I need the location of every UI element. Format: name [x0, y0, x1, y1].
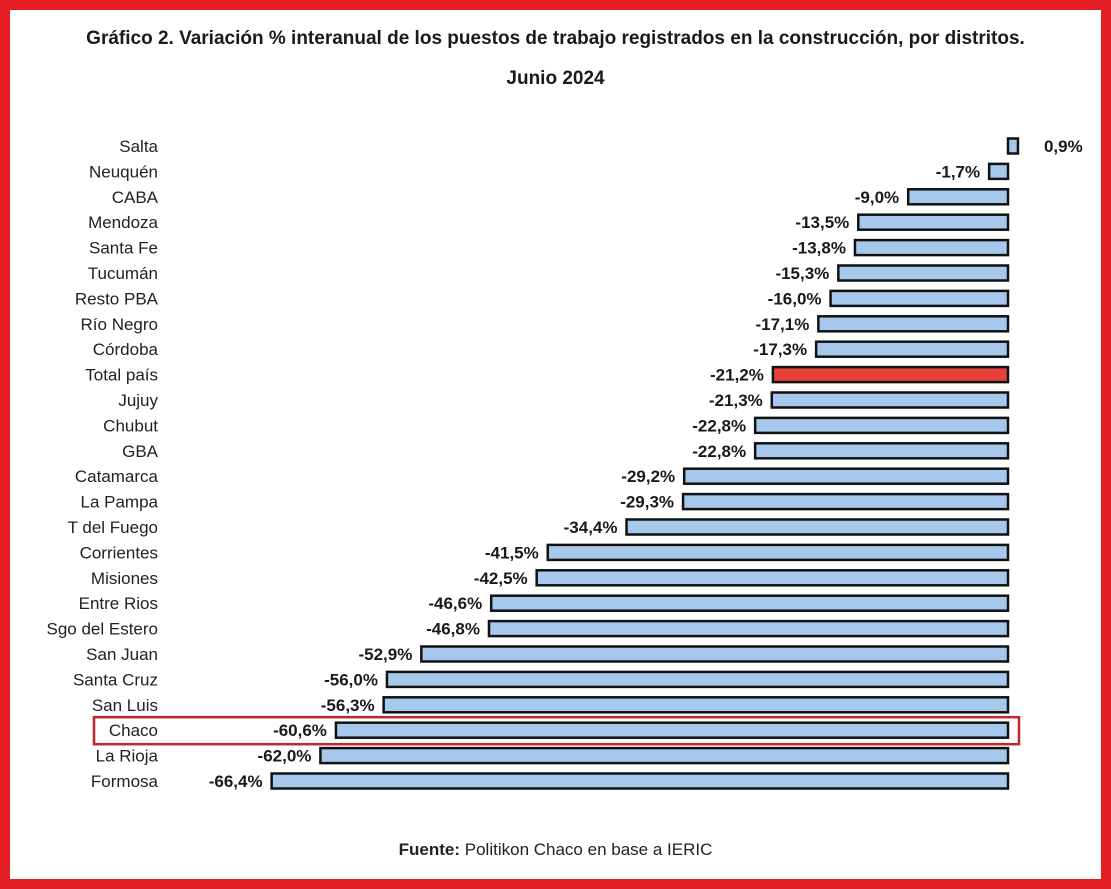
category-label-neuquen: Neuquén — [89, 162, 158, 181]
bar-resto-pba — [829, 289, 1010, 308]
data-label-misiones: -42,5% — [474, 569, 528, 588]
bar-sgo-del-estero — [487, 619, 1010, 638]
category-label-jujuy: Jujuy — [118, 391, 158, 410]
bar-chubut — [753, 416, 1010, 435]
data-label-cordoba: -17,3% — [753, 340, 807, 359]
bar-entre-rios — [489, 594, 1010, 612]
chart-title: Gráfico 2. Variación % interanual de los… — [86, 28, 1025, 49]
data-label-chaco: -60,6% — [273, 721, 327, 740]
bar-santa-fe — [853, 238, 1010, 257]
data-label-santa-fe: -13,8% — [792, 239, 846, 258]
category-label-salta: Salta — [119, 137, 158, 156]
bar-caba — [906, 188, 1010, 206]
bar-total-pais — [771, 365, 1010, 384]
data-label-formosa: -66,4% — [209, 772, 263, 791]
category-label-san-juan: San Juan — [86, 645, 158, 664]
category-label-chubut: Chubut — [103, 416, 158, 435]
data-label-la-pampa: -29,3% — [620, 493, 674, 512]
data-label-sgo-del-estero: -46,8% — [426, 620, 480, 639]
bar-corrientes — [546, 543, 1010, 562]
category-label-san-luis: San Luis — [92, 696, 158, 715]
bar-neuquen — [987, 162, 1010, 181]
bar-cordoba — [814, 340, 1010, 358]
category-label-formosa: Formosa — [91, 772, 159, 791]
category-label-resto-pba: Resto PBA — [75, 289, 159, 308]
category-label-total-pais: Total país — [85, 366, 158, 385]
category-label-entre-rios: Entre Rios — [79, 594, 158, 613]
data-label-tucuman: -15,3% — [775, 264, 829, 283]
data-label-chubut: -22,8% — [692, 416, 746, 435]
bar-san-luis — [382, 696, 1010, 714]
category-label-rio-negro: Río Negro — [81, 315, 158, 334]
highlight-box-chaco — [92, 715, 1021, 746]
data-label-entre-rios: -46,6% — [428, 594, 482, 613]
data-label-rio-negro: -17,1% — [755, 315, 809, 334]
category-label-la-rioja: La Rioja — [96, 747, 159, 766]
source-text: Politikon Chaco en base a IERIC — [464, 840, 713, 859]
category-label-chaco: Chaco — [109, 721, 158, 740]
category-label-santa-cruz: Santa Cruz — [73, 670, 158, 689]
category-label-caba: CABA — [112, 188, 159, 207]
data-label-caba: -9,0% — [855, 188, 899, 207]
data-label-corrientes: -41,5% — [485, 543, 539, 562]
category-label-gba: GBA — [122, 442, 159, 461]
bar-la-pampa — [681, 492, 1010, 511]
category-label-mendoza: Mendoza — [88, 213, 158, 232]
category-label-cordoba: Córdoba — [93, 340, 159, 359]
data-label-la-rioja: -62,0% — [258, 747, 312, 766]
category-label-la-pampa: La Pampa — [81, 493, 159, 512]
category-label-misiones: Misiones — [91, 569, 158, 588]
bar-chaco — [334, 721, 1010, 739]
bar-rio-negro — [817, 315, 1010, 333]
data-label-t-del-fuego: -34,4% — [564, 518, 618, 537]
bar-salta — [1006, 137, 1020, 155]
data-label-san-juan: -52,9% — [358, 645, 412, 664]
bar-tucuman — [837, 264, 1010, 282]
bar-misiones — [535, 569, 1010, 587]
chart-source: Fuente: Politikon Chaco en base a IERIC — [0, 840, 1111, 860]
bar-gba — [753, 442, 1010, 460]
category-label-catamarca: Catamarca — [75, 467, 159, 486]
data-label-neuquen: -1,7% — [936, 162, 980, 181]
category-label-sgo-del-estero: Sgo del Estero — [46, 620, 158, 639]
data-label-resto-pba: -16,0% — [768, 289, 822, 308]
chart-subtitle: Junio 2024 — [506, 68, 605, 89]
data-label-gba: -22,8% — [692, 442, 746, 461]
data-label-mendoza: -13,5% — [795, 213, 849, 232]
data-label-catamarca: -29,2% — [621, 467, 675, 486]
data-label-salta: 0,9% — [1044, 137, 1083, 156]
data-label-total-pais: -21,2% — [710, 366, 764, 385]
bar-catamarca — [682, 467, 1010, 485]
bar-san-juan — [420, 645, 1010, 663]
bar-la-rioja — [319, 746, 1010, 765]
category-label-corrientes: Corrientes — [80, 543, 158, 562]
bar-t-del-fuego — [625, 518, 1010, 536]
data-label-san-luis: -56,3% — [321, 696, 375, 715]
data-label-santa-cruz: -56,0% — [324, 670, 378, 689]
category-label-t-del-fuego: T del Fuego — [68, 518, 158, 537]
data-label-jujuy: -21,3% — [709, 391, 763, 410]
category-label-tucuman: Tucumán — [88, 264, 158, 283]
bar-jujuy — [770, 391, 1010, 409]
source-label: Fuente: — [398, 840, 461, 859]
bar-mendoza — [857, 213, 1010, 231]
category-label-santa-fe: Santa Fe — [89, 239, 158, 258]
bar-formosa — [270, 772, 1010, 790]
bar-santa-cruz — [385, 670, 1010, 689]
